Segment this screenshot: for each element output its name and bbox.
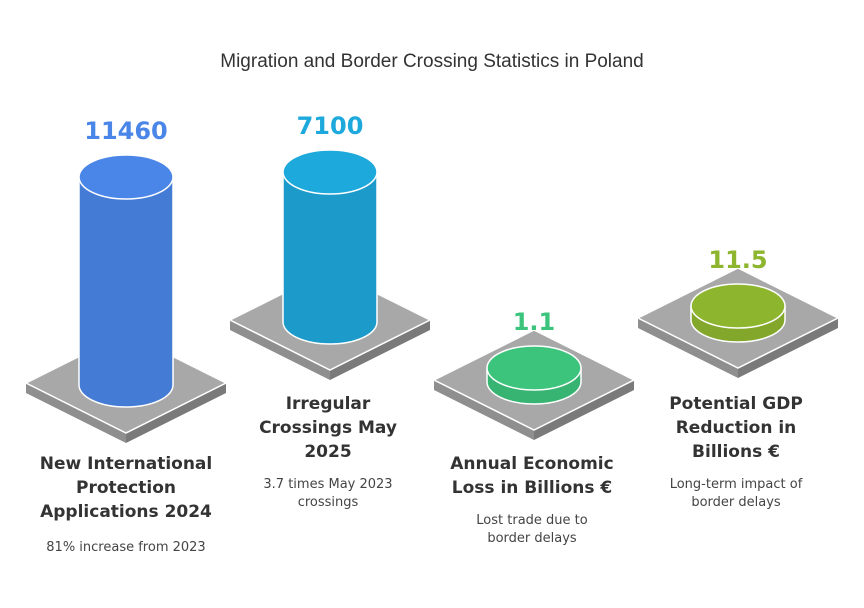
platform-side-right [330, 320, 430, 380]
value-label-2: 7100 [297, 112, 364, 140]
platform-side-right [738, 318, 838, 378]
platform-side-left [26, 383, 126, 443]
bar-2 [282, 171, 378, 345]
bar-top-4 [690, 283, 786, 329]
value-label-3: 1.1 [513, 308, 556, 336]
value-label-4: 11.5 [708, 246, 767, 274]
description-1: 81% increase from 2023 [46, 540, 206, 555]
platform-side-right [126, 383, 226, 443]
description-2: 3.7 times May 2023 crossings [263, 477, 393, 510]
bar-top-1 [78, 154, 174, 200]
bars-group: 11460 7100 1.1 11.5 [24, 112, 840, 443]
description-3: Lost trade due to border delays [476, 513, 588, 546]
platform-side-left [434, 380, 534, 440]
platform-side-left [230, 320, 330, 380]
description-4: Long-term impact of border delays [669, 477, 803, 510]
category-label-3: Annual Economic Loss in Billions € [450, 454, 614, 498]
bar-1 [78, 176, 174, 408]
category-label-4: Potential GDP Reduction in Billions € [669, 394, 803, 462]
category-label-2: Irregular Crossings May 2025 [259, 394, 397, 462]
bar-top-3 [486, 345, 582, 391]
chart-title: Migration and Border Crossing Statistics… [220, 51, 643, 72]
category-label-1: New International Protection Application… [39, 454, 213, 522]
platform-side-right [534, 380, 634, 440]
platform-side-left [638, 318, 738, 378]
bar-top-2 [282, 149, 378, 195]
value-label-1: 11460 [84, 117, 168, 145]
